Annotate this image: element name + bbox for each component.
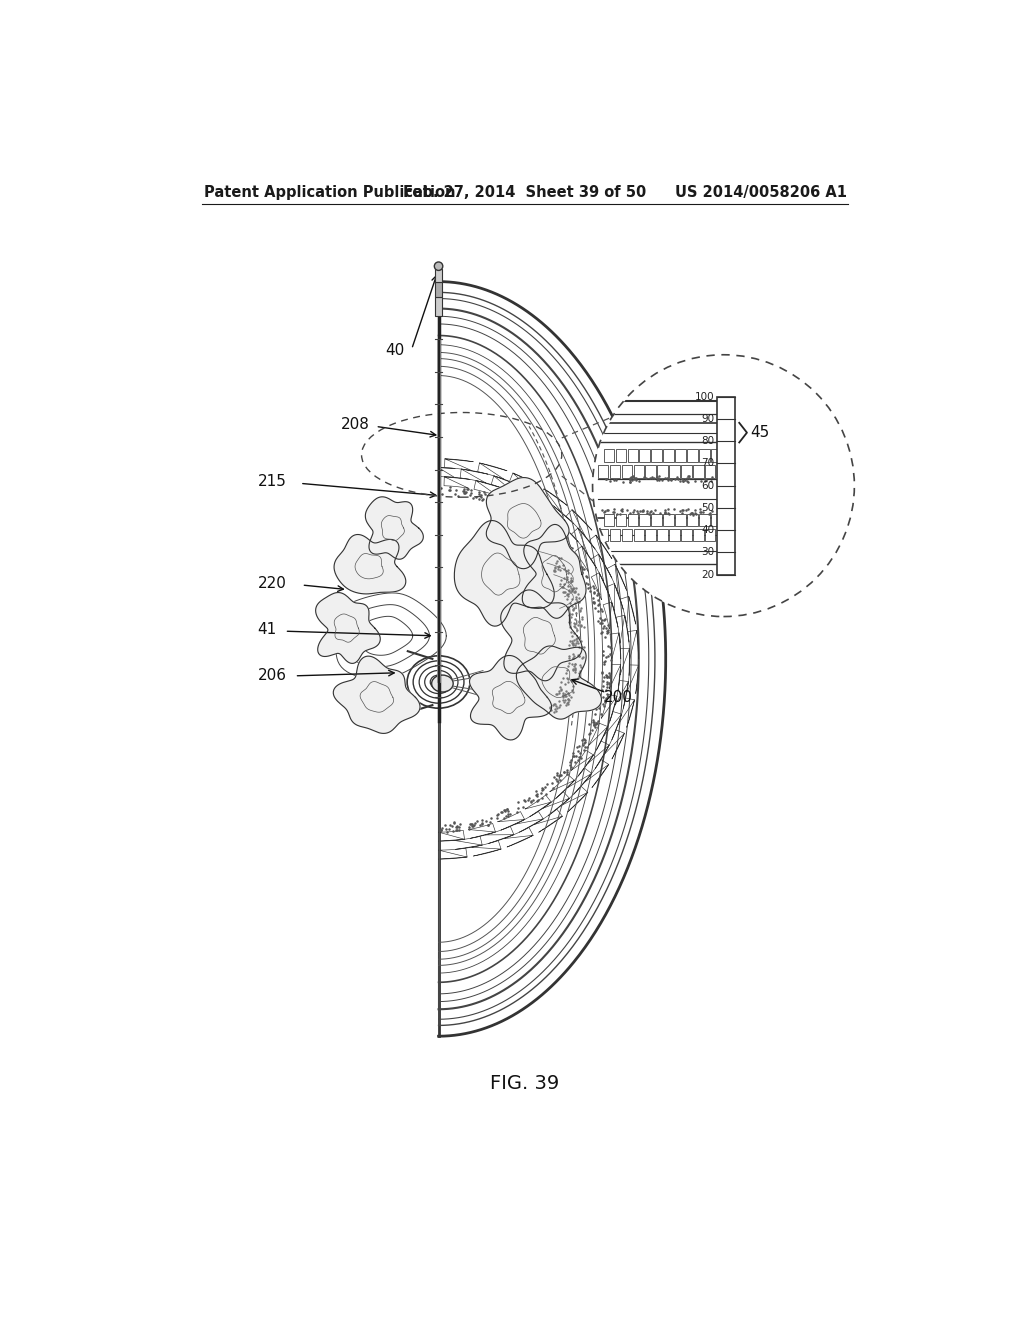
Bar [628,513,638,527]
Bar [615,513,626,527]
Bar [693,465,703,478]
Text: 50: 50 [701,503,715,513]
Bar [675,449,686,462]
Text: 40: 40 [766,380,785,395]
Bar [615,449,626,462]
Text: 220: 220 [258,576,287,591]
Bar [645,465,656,478]
Polygon shape [501,590,582,681]
Bar [670,528,680,541]
Polygon shape [516,645,601,719]
Text: FIG. 39: FIG. 39 [490,1074,559,1093]
Text: 100: 100 [695,392,715,401]
Bar [670,465,680,478]
Bar [699,449,710,462]
Bar [687,449,697,462]
Bar [711,449,717,462]
Bar [628,449,638,462]
Bar [639,449,650,462]
Bar [598,465,608,478]
Text: 20: 20 [701,570,715,579]
Text: 208: 208 [340,417,370,432]
Bar [435,297,442,317]
Polygon shape [470,656,552,741]
Text: 41: 41 [258,622,276,638]
Text: 40: 40 [385,343,404,359]
Text: US 2014/0058206 A1: US 2014/0058206 A1 [675,185,847,199]
Bar [664,513,674,527]
Bar [693,528,703,541]
Bar [711,513,717,527]
Bar [705,465,716,478]
Text: 200: 200 [604,690,633,705]
Bar [699,513,710,527]
Text: 30: 30 [701,548,715,557]
Polygon shape [486,478,569,569]
Text: Feb. 27, 2014  Sheet 39 of 50: Feb. 27, 2014 Sheet 39 of 50 [403,185,646,199]
Text: 80: 80 [701,436,715,446]
Bar [435,281,442,297]
Text: 40: 40 [701,525,715,535]
Text: 45: 45 [750,425,769,440]
Ellipse shape [432,675,454,692]
Bar [657,528,668,541]
Bar [664,449,674,462]
Bar [717,396,735,574]
Polygon shape [438,281,666,1036]
Circle shape [434,261,442,271]
Text: Patent Application Publication: Patent Application Publication [204,185,456,199]
Bar [705,528,716,541]
Bar [657,465,668,478]
Bar [622,528,632,541]
Polygon shape [315,593,380,664]
Polygon shape [333,656,420,734]
Bar [645,528,656,541]
Bar [634,528,644,541]
Text: 206: 206 [258,668,287,684]
Text: 215: 215 [258,474,287,490]
Bar [639,513,650,527]
Bar [609,465,621,478]
Polygon shape [366,496,423,560]
Bar [651,513,662,527]
Text: 90: 90 [701,414,715,424]
Bar [681,465,691,478]
Bar [598,528,608,541]
Polygon shape [334,535,406,594]
Polygon shape [522,524,586,618]
Text: 208: 208 [609,421,638,436]
Text: 60: 60 [701,480,715,491]
Circle shape [593,355,854,616]
Bar [609,528,621,541]
Bar [435,268,442,281]
Bar [675,513,686,527]
Bar [651,449,662,462]
Bar [634,465,644,478]
Bar [604,513,614,527]
Bar [622,465,632,478]
Text: 70: 70 [701,458,715,469]
Bar [681,528,691,541]
Bar [687,513,697,527]
Polygon shape [455,520,554,626]
Bar [604,449,614,462]
